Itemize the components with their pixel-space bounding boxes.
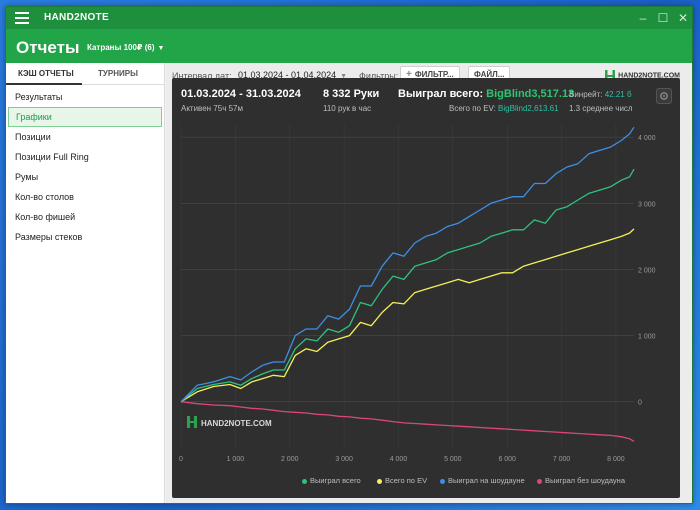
chevron-down-icon: ▼ bbox=[157, 45, 165, 52]
x-tick-label: 6 000 bbox=[498, 456, 516, 463]
series-line-won-total bbox=[180, 168, 635, 403]
legend-dot bbox=[537, 478, 542, 484]
y-tick-label: 4 000 bbox=[638, 135, 656, 142]
ev-total: Всего по EV: BigBlind2,613.61 bbox=[449, 104, 559, 113]
legend-label: Выиграл всего bbox=[310, 476, 361, 485]
legend-item-non-showdown: Выиграл без шоудауна bbox=[537, 476, 625, 485]
account-dropdown-label: Катраны 100₽ (6) bbox=[87, 43, 155, 52]
plus-icon: + bbox=[406, 69, 412, 80]
sidebar-item-tables-count[interactable]: Кол-во столов bbox=[15, 192, 74, 202]
brand-logo: HAND2NOTE.COM bbox=[605, 70, 680, 84]
legend-item-showdown: Выиграл на шоудауне bbox=[440, 476, 525, 485]
legend-dot bbox=[377, 478, 382, 484]
x-tick-label: 3 000 bbox=[335, 456, 353, 463]
series-line-showdown bbox=[180, 126, 635, 403]
chevron-down-icon: ▼ bbox=[340, 73, 348, 80]
active-tab-indicator bbox=[6, 83, 82, 85]
date-range-value: 01.03.2024 - 01.04.2024 bbox=[238, 70, 337, 80]
sidebar-item-rooms[interactable]: Румы bbox=[15, 172, 39, 182]
y-tick-label: 1 000 bbox=[638, 334, 656, 341]
brand-logo-text: HAND2NOTE.COM bbox=[618, 72, 680, 80]
sidebar-item-results[interactable]: Результаты bbox=[15, 92, 63, 102]
winrate-value: 42.21 б bbox=[604, 90, 632, 99]
active-time: Активен 75ч 57м bbox=[181, 104, 243, 113]
x-tick-label: 4 000 bbox=[390, 456, 408, 463]
close-icon[interactable]: ✕ bbox=[677, 11, 689, 25]
tab-tournaments[interactable]: ТУРНИРЫ bbox=[98, 69, 138, 78]
ev-label: Всего по EV: bbox=[449, 104, 496, 113]
legend-item-ev: Всего по EV bbox=[377, 476, 427, 485]
header-bar: Отчеты Катраны 100₽ (6) ▼ bbox=[6, 29, 692, 63]
app-title: HAND2NOTE bbox=[44, 12, 109, 23]
hands-count: 8 332 Руки bbox=[323, 88, 380, 100]
hands-per-hour: 110 рук в час bbox=[323, 104, 372, 113]
period-range: 01.03.2024 - 31.03.2024 bbox=[181, 88, 301, 100]
x-tick-label: 2 000 bbox=[281, 456, 299, 463]
title-bar: HAND2NOTE – ☐ ✕ bbox=[6, 7, 692, 29]
ev-value: BigBlind2,613.61 bbox=[498, 104, 559, 113]
app-window: HAND2NOTE – ☐ ✕ Отчеты Катраны 100₽ (6) ▼… bbox=[5, 6, 693, 504]
sidebar-item-graphs[interactable]: Графики bbox=[8, 107, 162, 127]
filter-button-label: ФИЛЬТР... bbox=[414, 70, 454, 79]
x-tick-label: 8 000 bbox=[607, 456, 625, 463]
maximize-icon[interactable]: ☐ bbox=[657, 11, 669, 25]
won-total-label: Выиграл всего: bbox=[398, 88, 484, 100]
chart-legend: Выиграл всего Всего по EV Выиграл на шоу… bbox=[172, 476, 680, 488]
y-tick-label: 0 bbox=[638, 400, 642, 407]
chart-watermark: HAND2NOTE.COM bbox=[201, 419, 272, 428]
won-total-value: BigBlind3,517.13 bbox=[486, 88, 575, 100]
series-line-ev bbox=[180, 228, 635, 403]
gear-icon[interactable] bbox=[656, 88, 672, 104]
sidebar: КЭШ ОТЧЕТЫ ТУРНИРЫ Результаты Графики По… bbox=[6, 63, 165, 503]
graph-panel: 01.03.2024 - 31.03.2024 Активен 75ч 57м … bbox=[172, 78, 680, 498]
sidebar-list: Результаты Графики Позиции Позиции Full … bbox=[6, 87, 164, 247]
date-range-select[interactable]: 01.03.2024 - 01.04.2024 ▼ bbox=[238, 70, 347, 80]
legend-label: Выиграл без шоудауна bbox=[545, 476, 625, 485]
series-line-non-showdown bbox=[180, 401, 635, 442]
x-tick-label: 1 000 bbox=[227, 456, 245, 463]
hamburger-menu-icon[interactable] bbox=[15, 12, 29, 24]
sidebar-tabs: КЭШ ОТЧЕТЫ ТУРНИРЫ bbox=[6, 63, 164, 85]
sidebar-item-stack-sizes[interactable]: Размеры стеков bbox=[15, 232, 83, 242]
x-tick-label: 0 bbox=[179, 456, 183, 463]
legend-item-won-total: Выиграл всего bbox=[302, 476, 361, 485]
average-text: 1.3 среднее числ bbox=[569, 104, 633, 113]
minimize-icon[interactable]: – bbox=[639, 11, 647, 25]
interval-label: Интервал дат: bbox=[172, 71, 232, 81]
filters-label: Фильтры: bbox=[359, 71, 399, 81]
account-dropdown[interactable]: Катраны 100₽ (6) ▼ bbox=[87, 43, 164, 52]
x-tick-label: 5 000 bbox=[444, 456, 462, 463]
watermark-logo-icon bbox=[190, 421, 194, 423]
watermark-logo-icon bbox=[187, 416, 190, 428]
h2n-logo-icon bbox=[605, 70, 616, 82]
legend-dot bbox=[302, 478, 307, 484]
x-tick-label: 7 000 bbox=[553, 456, 571, 463]
main-content: Интервал дат: 01.03.2024 - 01.04.2024 ▼ Ф… bbox=[166, 63, 692, 503]
watermark-logo-icon bbox=[194, 416, 197, 428]
y-tick-label: 2 000 bbox=[638, 267, 656, 274]
tab-cash-reports[interactable]: КЭШ ОТЧЕТЫ bbox=[18, 69, 74, 78]
legend-label: Всего по EV bbox=[385, 476, 428, 485]
winrate-label: Винрейт: bbox=[569, 90, 603, 99]
won-total: Выиграл всего: BigBlind3,517.13 bbox=[398, 88, 574, 100]
legend-label: Выиграл на шоудауне bbox=[448, 476, 525, 485]
sidebar-item-positions-full-ring[interactable]: Позиции Full Ring bbox=[15, 152, 89, 162]
stats-header: 01.03.2024 - 31.03.2024 Активен 75ч 57м … bbox=[172, 78, 680, 118]
results-chart: 4 000 3 000 2 000 1 000 0 0 1 000 2 000 3 000 4 0… bbox=[179, 124, 656, 463]
winrate: Винрейт: 42.21 б bbox=[569, 90, 632, 99]
page-title: Отчеты bbox=[16, 38, 80, 57]
y-tick-label: 3 000 bbox=[638, 201, 656, 208]
sidebar-item-chips-count[interactable]: Кол-во фишей bbox=[15, 212, 76, 222]
sidebar-item-positions[interactable]: Позиции bbox=[15, 132, 51, 142]
legend-dot bbox=[440, 478, 445, 484]
